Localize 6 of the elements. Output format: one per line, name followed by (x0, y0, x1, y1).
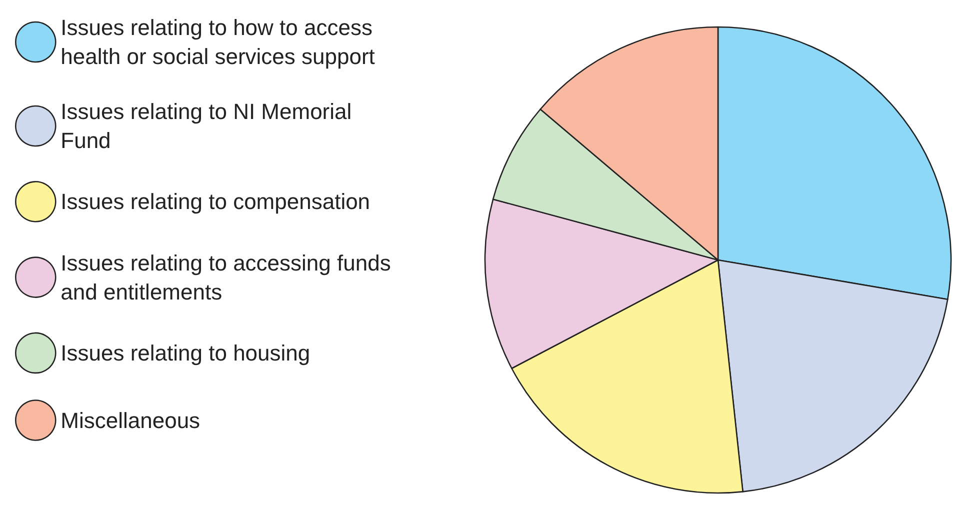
legend-label: Issues relating to NI Memorial Fund (60, 99, 358, 153)
legend-label: Issues relating to housing (60, 340, 310, 366)
legend-label: Issues relating to compensation (60, 189, 370, 214)
legend-label: Miscellaneous (60, 408, 200, 433)
legend-label: Issues relating to accessing funds and entitlements (60, 250, 397, 304)
legend-label: Issues relating to how to access health or social services support (60, 15, 379, 69)
